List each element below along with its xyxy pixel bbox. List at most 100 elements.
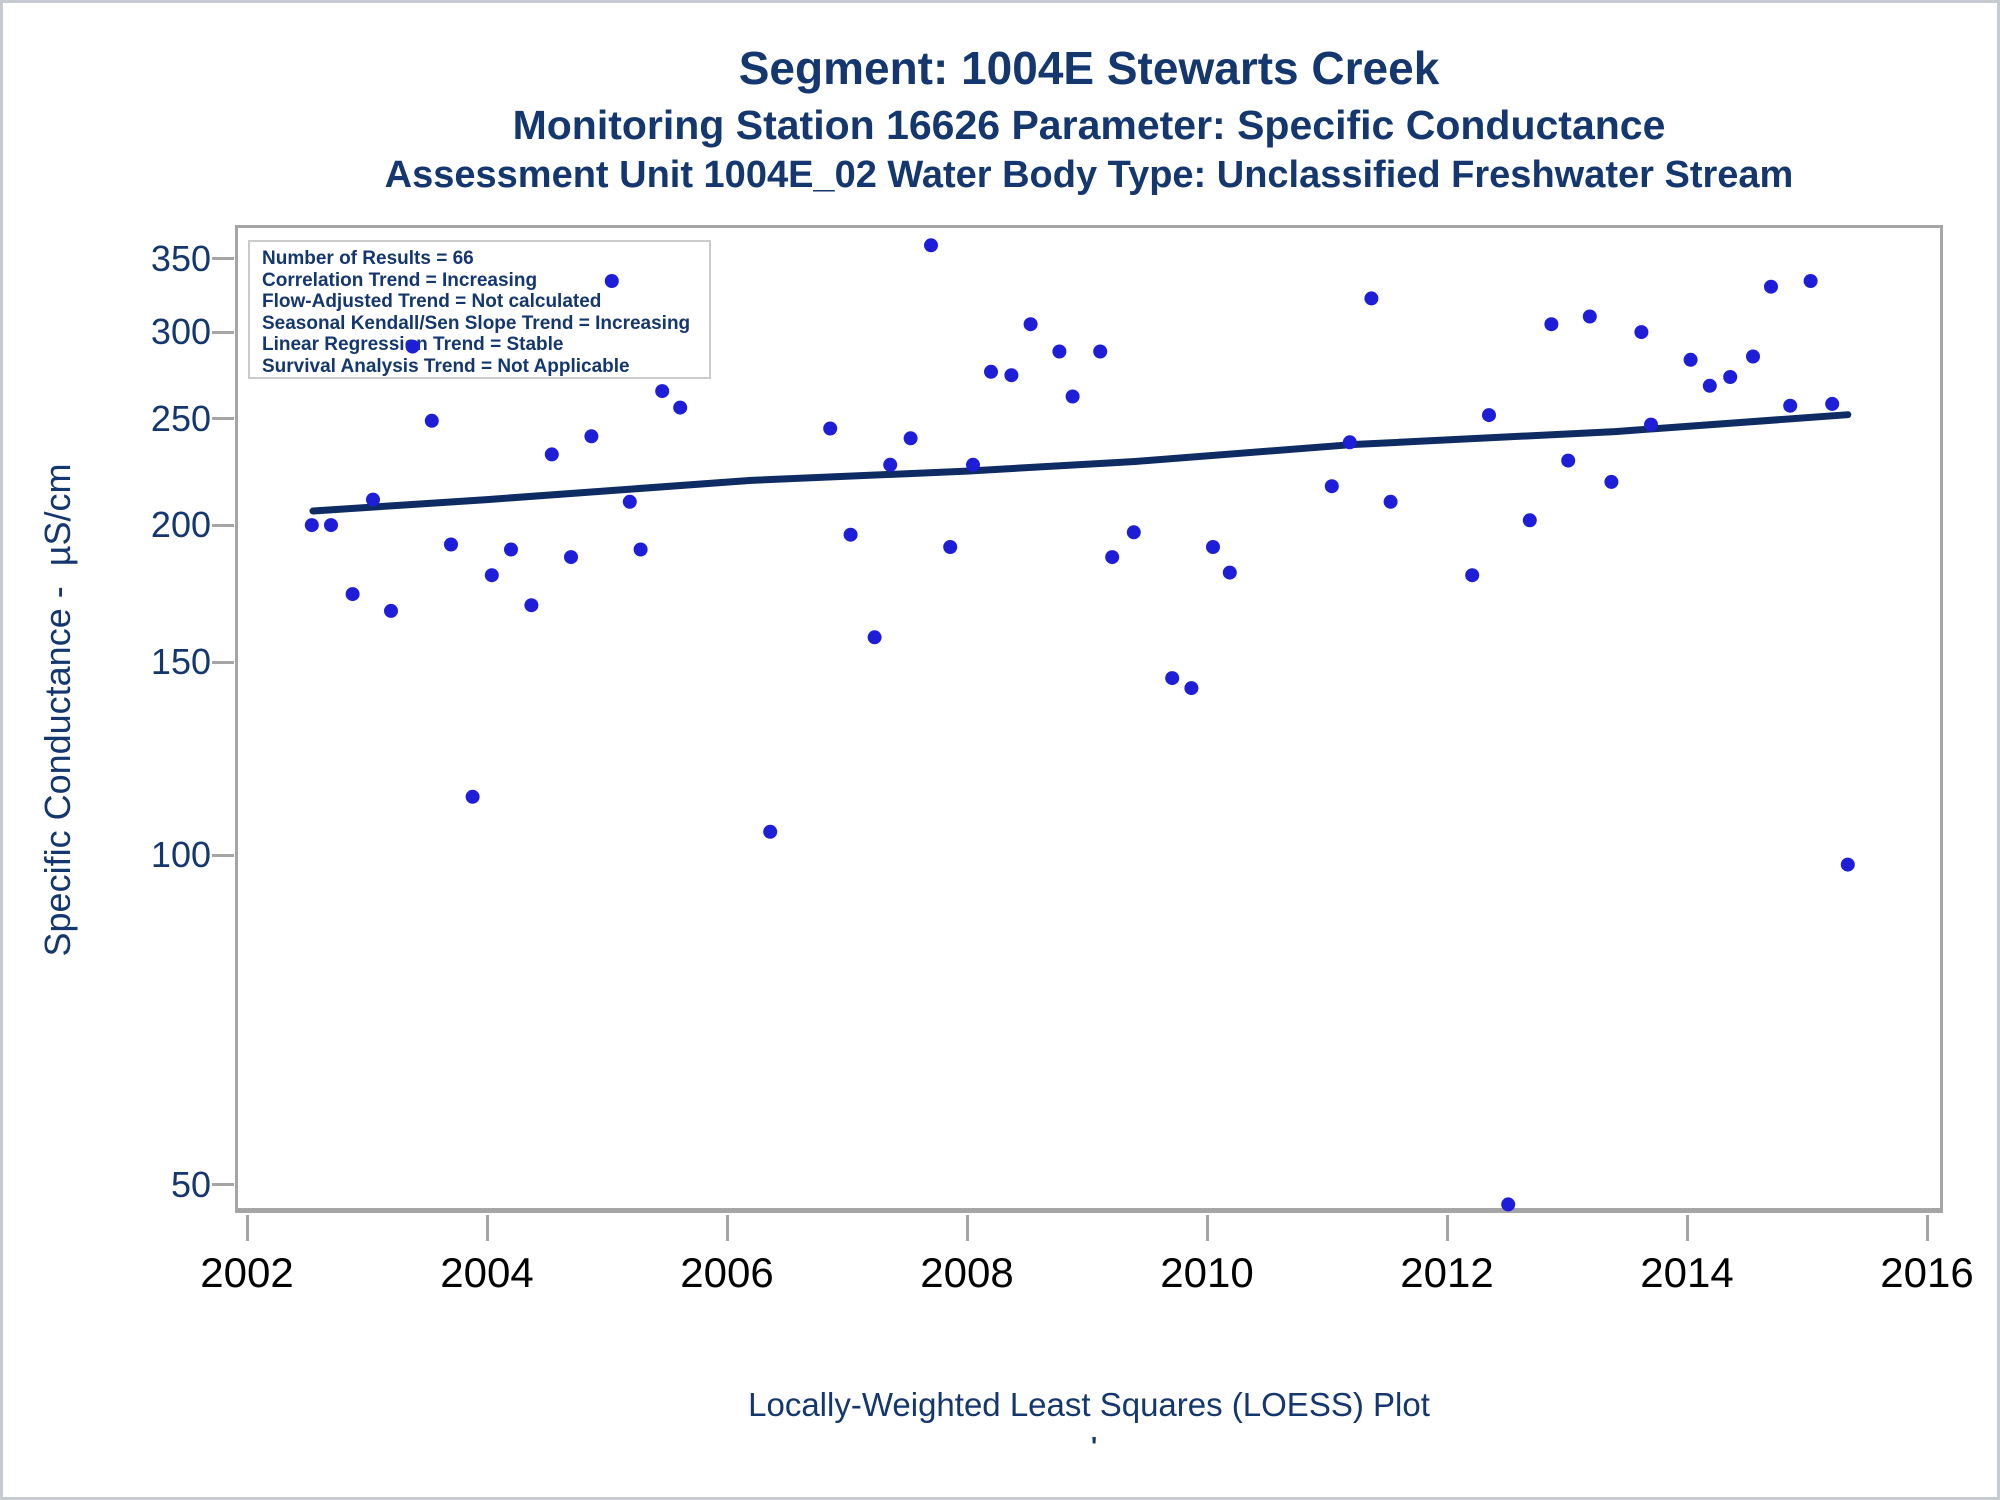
data-point <box>1702 378 1717 393</box>
x-tick-label-2014: 2014 <box>1640 1249 1734 1296</box>
data-point <box>524 598 539 613</box>
data-point <box>504 542 518 557</box>
data-point <box>1093 344 1108 359</box>
data-point <box>584 429 599 444</box>
y-tick-mark <box>212 660 234 664</box>
page-subtitle-2: Assessment Unit 1004E_02 Water Body Type… <box>384 154 1794 196</box>
data-point <box>1004 368 1019 383</box>
y-tick-mark <box>212 1183 234 1187</box>
data-point <box>1023 317 1038 332</box>
data-point <box>424 413 439 428</box>
y-tick-label-250: 250 <box>150 397 211 439</box>
y-tick-label-200: 200 <box>150 504 211 546</box>
data-point <box>1522 513 1537 528</box>
data-point <box>544 447 559 462</box>
plot-caption: Locally-Weighted Least Squares (LOESS) P… <box>748 1386 1430 1423</box>
data-point <box>1184 681 1199 696</box>
data-point <box>1644 417 1658 432</box>
data-point <box>1364 291 1379 306</box>
data-point <box>1465 568 1480 583</box>
x-tick-mark <box>1205 1215 1209 1241</box>
legend-line-number-of-results: Number of Results = 66 <box>262 248 474 269</box>
x-tick-mark <box>1685 1215 1689 1241</box>
legend-line-seasonal-kendall-trend: Seasonal Kendall/Sen Slope Trend = Incre… <box>262 312 691 334</box>
data-point <box>1723 370 1738 384</box>
y-tick-mark <box>212 330 234 334</box>
data-point <box>1165 671 1180 686</box>
data-point <box>633 542 648 557</box>
y-tick-mark <box>212 417 234 421</box>
data-point <box>384 603 398 618</box>
data-point <box>943 540 958 554</box>
x-tick-mark <box>485 1215 489 1241</box>
data-point <box>984 364 998 379</box>
x-tick-label-2002: 2002 <box>200 1249 294 1296</box>
data-point <box>345 587 360 602</box>
data-point <box>924 238 938 253</box>
x-tick-mark <box>245 1215 249 1241</box>
data-point <box>1840 857 1855 872</box>
data-point <box>366 492 380 507</box>
data-point <box>883 457 898 472</box>
data-point <box>1501 1197 1516 1212</box>
y-tick-label-50: 50 <box>170 1163 211 1205</box>
x-tick-mark <box>1445 1215 1449 1241</box>
legend-line-correlation-trend: Correlation Trend = Increasing <box>262 269 538 291</box>
y-tick-label-100: 100 <box>150 834 211 875</box>
data-point <box>763 824 778 839</box>
data-point <box>604 274 619 288</box>
data-point <box>1052 344 1067 359</box>
data-point <box>465 789 480 804</box>
data-point <box>1342 435 1357 450</box>
data-point <box>655 384 670 399</box>
data-point <box>1324 479 1339 494</box>
data-point <box>823 421 838 436</box>
data-point <box>1683 352 1698 367</box>
data-point <box>1825 396 1840 411</box>
legend-line-flow-adjusted-trend: Flow-Adjusted Trend = Not calculated <box>262 291 602 312</box>
data-point <box>1482 408 1496 423</box>
x-tick-label-2008: 2008 <box>920 1249 1014 1296</box>
y-axis-title: Specific Conductance - µS/cm <box>37 463 78 957</box>
y-tick-mark <box>212 523 234 527</box>
x-tick-label-2006: 2006 <box>680 1249 774 1296</box>
data-point <box>1746 349 1760 364</box>
y-tick-label-350: 350 <box>150 237 211 279</box>
data-point <box>1383 494 1398 509</box>
data-points <box>304 238 1855 1212</box>
data-point <box>867 630 882 645</box>
data-point <box>1105 550 1120 565</box>
data-point <box>1561 453 1576 468</box>
data-point <box>564 550 578 565</box>
data-point <box>1803 274 1818 288</box>
data-point <box>1764 279 1778 294</box>
page-title: Segment: 1004E Stewarts Creek <box>738 42 1440 94</box>
data-point <box>903 431 918 446</box>
data-point <box>444 537 458 552</box>
x-tick-label-2012: 2012 <box>1400 1249 1494 1296</box>
footnote-mark: ' <box>1091 1431 1098 1461</box>
loess-trend-line <box>309 411 1852 515</box>
x-tick-mark <box>725 1215 729 1241</box>
y-tick-mark <box>212 853 234 857</box>
data-point <box>484 568 499 583</box>
page-subtitle: Monitoring Station 16626 Parameter: Spec… <box>512 102 1666 148</box>
data-point <box>1634 325 1649 340</box>
data-point <box>1582 309 1597 324</box>
x-tick-label-2004: 2004 <box>440 1249 534 1296</box>
data-point <box>324 518 338 533</box>
data-point <box>405 339 420 354</box>
data-point <box>1604 474 1619 489</box>
data-point <box>1206 540 1220 554</box>
data-point <box>304 518 319 533</box>
y-tick-label-300: 300 <box>150 311 211 353</box>
data-point <box>966 457 980 472</box>
scatter-plot <box>304 238 1855 1212</box>
data-point <box>1222 565 1237 580</box>
data-point <box>1065 389 1080 404</box>
plot-frame <box>235 225 1943 1213</box>
data-point <box>673 400 688 415</box>
data-point <box>1126 525 1141 540</box>
y-tick-mark <box>212 257 234 261</box>
